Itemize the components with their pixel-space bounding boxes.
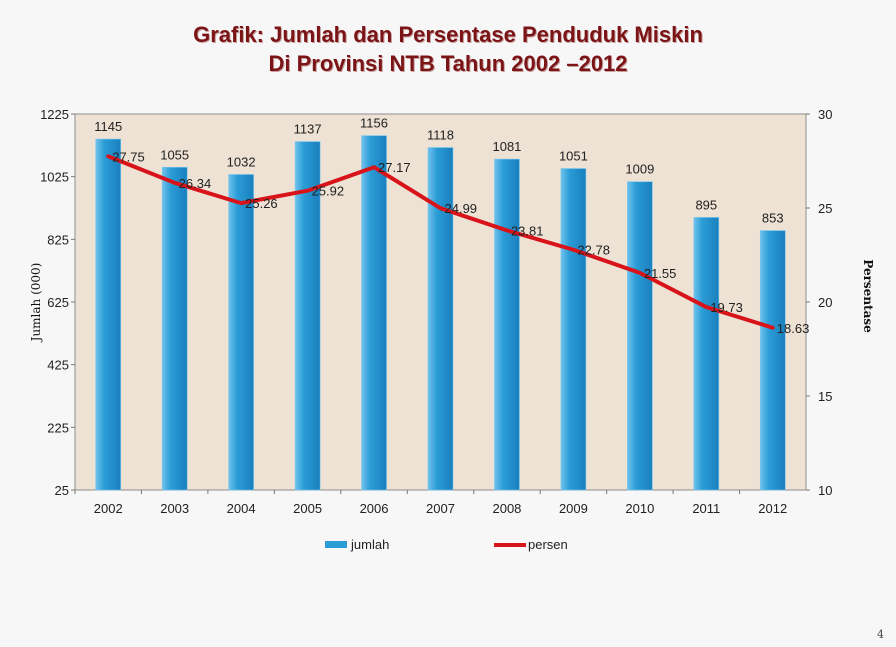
bar-2004 [228, 174, 254, 491]
x-tick-label-2002: 2002 [94, 501, 123, 516]
y-left-tick-label: 825 [47, 232, 69, 247]
y-left-tick-label: 225 [47, 420, 69, 435]
line-label-2012: 18.63 [777, 321, 810, 336]
line-point-2005 [306, 189, 310, 193]
y-left-axis-label: Jumlah (000) [29, 263, 43, 344]
bar-label-2004: 1032 [227, 154, 256, 169]
line-point-2007 [439, 206, 442, 210]
bar-2002 [95, 138, 122, 491]
bar-2010 [627, 181, 653, 491]
y-right-axis-label: Persentase [861, 259, 875, 333]
x-tick-label-2012: 2012 [758, 501, 787, 516]
x-tick-label-2011: 2011 [692, 501, 720, 516]
x-tick-label-2004: 2004 [227, 501, 256, 516]
line-label-2004: 25.26 [245, 196, 278, 211]
bar-label-2008: 1081 [492, 139, 521, 154]
x-tick-label-2006: 2006 [360, 501, 389, 516]
line-point-2012 [771, 326, 775, 330]
bar-label-2009: 1051 [559, 149, 588, 164]
x-tick-label-2010: 2010 [625, 501, 654, 516]
bar-2003 [161, 166, 188, 491]
x-tick-label-2007: 2007 [426, 501, 455, 516]
y-left-tick-label: 425 [47, 358, 69, 373]
y-right-tick-label: 20 [818, 295, 832, 310]
chart-title-line-1: Grafik: Jumlah dan Persentase Penduduk M… [193, 22, 703, 47]
x-tick-label-2003: 2003 [160, 501, 189, 516]
bar-2008 [494, 158, 520, 491]
y-right-tick-label: 30 [818, 107, 832, 122]
line-label-2009: 22.78 [577, 243, 610, 258]
line-point-2008 [505, 228, 509, 232]
y-left-tick-label: 1025 [40, 170, 69, 185]
bar-label-2012: 853 [762, 211, 784, 226]
line-point-2011 [704, 305, 708, 309]
line-point-2006 [372, 165, 376, 169]
bar-label-2007: 1118 [427, 128, 454, 143]
line-point-2002 [106, 154, 110, 158]
bar-2006 [361, 135, 387, 491]
y-right-tick-label: 10 [818, 483, 832, 498]
legend-label-persen: persen [528, 537, 568, 552]
x-tick-label-2005: 2005 [293, 501, 322, 516]
y-right-tick-label: 15 [818, 389, 832, 404]
chart-title-line-2: Di Provinsi NTB Tahun 2002 –2012 [268, 51, 628, 76]
bar-label-2003: 1055 [160, 147, 189, 162]
line-label-2002: 27.75 [112, 149, 145, 164]
y-left-tick-label: 1225 [40, 107, 69, 122]
bar-2011 [693, 217, 720, 491]
bar-2005 [294, 141, 321, 491]
chart-title: Grafik: Jumlah dan Persentase Penduduk M… [0, 20, 896, 78]
legend-label-jumlah: jumlah [350, 537, 389, 552]
y-left-tick-label: 625 [47, 295, 69, 310]
line-label-2011: 19.73 [710, 300, 743, 315]
line-label-2008: 23.81 [511, 223, 544, 238]
bar-label-2005: 1137 [294, 122, 322, 137]
bar-label-2010: 1009 [625, 162, 654, 177]
bar-label-2002: 1145 [94, 119, 122, 134]
y-left-tick-label: 25 [55, 483, 69, 498]
line-label-2003: 26.34 [179, 176, 212, 191]
line-label-2007: 24.99 [445, 201, 478, 216]
x-tick-label-2009: 2009 [559, 501, 588, 516]
line-label-2005: 25.92 [312, 184, 345, 199]
line-point-2010 [638, 271, 642, 275]
line-label-2006: 27.17 [378, 160, 411, 175]
x-tick-label-2008: 2008 [492, 501, 521, 516]
legend-swatch-jumlah [325, 541, 347, 548]
bar-2007 [427, 147, 454, 491]
y-right-tick-label: 25 [818, 201, 832, 216]
line-point-2003 [173, 181, 177, 185]
page-number: 4 [877, 628, 884, 641]
bar-label-2011: 895 [695, 197, 717, 212]
line-label-2010: 21.55 [644, 266, 677, 281]
line-point-2004 [239, 201, 243, 205]
bar-2012 [759, 230, 786, 491]
bar-label-2006: 1156 [360, 116, 388, 131]
bar-2009 [560, 168, 587, 491]
line-point-2009 [571, 248, 575, 252]
